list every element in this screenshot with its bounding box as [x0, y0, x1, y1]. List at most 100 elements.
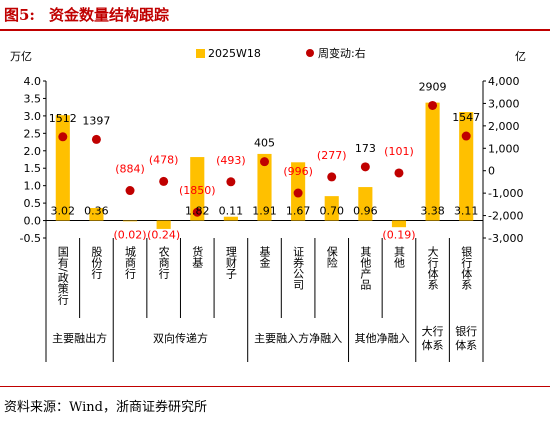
dot-value-label: (478) [149, 153, 179, 166]
figure-number: 图5: [4, 6, 35, 24]
bar [391, 220, 407, 228]
left-tick-label: 1.5 [24, 162, 42, 175]
dot-marker [91, 134, 101, 144]
left-tick-label: -0.5 [20, 232, 41, 245]
category-label: 其他产品 [359, 246, 372, 290]
dot-value-label: 173 [355, 142, 376, 155]
bar-value-label: 3.02 [51, 205, 76, 218]
category-label: 保险 [325, 245, 338, 269]
dot-value-label: (884) [115, 163, 145, 176]
bar-value-label: (0.24) [147, 229, 180, 242]
category-label: 城商行 [124, 246, 137, 280]
dot-marker [360, 162, 370, 172]
right-tick-label: -3,000 [488, 232, 523, 245]
category-label: 银行体系 [460, 245, 473, 290]
group-label: 其他净融入 [355, 331, 410, 345]
dot-value-label: (277) [317, 149, 347, 162]
dot-marker [394, 168, 404, 178]
legend-dot-label: 周变动:右 [318, 46, 366, 60]
bar [257, 153, 272, 221]
bar-value-label: 0.70 [319, 205, 344, 218]
dot-marker [226, 177, 236, 187]
right-axis-unit: 亿 [515, 50, 526, 63]
category-label: 农商行 [157, 245, 170, 280]
left-tick-label: 3.0 [24, 110, 42, 123]
bar-value-label: 0.11 [219, 205, 244, 218]
bar [223, 216, 238, 221]
dot-value-label: 2909 [419, 80, 447, 93]
title-divider [0, 29, 550, 31]
left-tick-label: 4.0 [24, 75, 42, 88]
left-tick-label: 2.0 [24, 145, 42, 158]
dot-series [58, 100, 471, 217]
dot-marker [192, 207, 202, 217]
category-label: 股份行 [90, 246, 103, 280]
legend-bar-swatch [196, 49, 205, 58]
bar-value-label: 1.91 [252, 205, 277, 218]
source-note: 资料来源：Wind，浙商证券研究所 [4, 400, 207, 415]
category-label: 其他 [392, 246, 405, 268]
dot-value-label: 1397 [82, 114, 110, 127]
bar [156, 220, 171, 229]
dot-marker [159, 176, 169, 186]
dot-value-label: (1850) [179, 184, 216, 197]
category-label: 证券公司 [292, 246, 305, 290]
category-label: 理财子 [224, 246, 237, 279]
left-axis-unit: 万亿 [10, 50, 32, 63]
legend-bar-label: 2025W18 [208, 47, 261, 60]
bar [89, 207, 104, 221]
bar [425, 102, 440, 221]
group-label: 大行体系 [422, 324, 444, 352]
left-tick-label: 3.5 [24, 92, 42, 105]
left-tick-label: 0.5 [24, 197, 42, 210]
category-axis: 国有/政策行 股份行 城商行 农商行 货基 理财子 基金 证券公司 保险 其他产品 其他 大行体系 银行… [45, 238, 484, 362]
bar-value-label: (0.02) [113, 229, 146, 242]
dot-marker [461, 131, 471, 141]
axes: -0.5 0.0 0.5 1.0 1.5 2.0 2.5 3.0 3.5 4.0 -3,000 -2,… [20, 75, 524, 245]
right-tick-label: 3,000 [488, 97, 520, 110]
source-divider [0, 386, 550, 387]
bar [122, 220, 138, 222]
dot-value-label: (493) [216, 154, 246, 167]
legend-dot-swatch [306, 49, 314, 57]
bar-value-label: 0.96 [353, 205, 378, 218]
group-label: 主要融出方 [52, 331, 107, 345]
left-tick-label: 0.0 [24, 215, 42, 228]
dot-value-label: (101) [384, 145, 414, 158]
data-labels: 3.02 0.36 (0.02) (0.24) 1.82 0.11 1.91 1.67 0.70… [49, 80, 480, 241]
group-label: 银行体系 [455, 324, 477, 352]
dot-marker [260, 157, 269, 167]
right-tick-label: 0 [488, 165, 495, 178]
dot-value-label: 405 [254, 137, 275, 150]
bar [55, 115, 70, 221]
dot-marker [428, 100, 438, 110]
right-tick-label: 1,000 [488, 142, 520, 155]
dot-marker [327, 172, 337, 182]
bar-value-label: 1.82 [185, 205, 210, 218]
right-tick-label: 2,000 [488, 120, 520, 133]
bar-value-label: 3.11 [454, 205, 479, 218]
category-label: 基金 [258, 246, 271, 268]
bar-value-label: 1.67 [286, 205, 311, 218]
bar-value-label: 3.38 [420, 205, 445, 218]
dot-marker [125, 186, 135, 196]
left-tick-label: 2.5 [24, 127, 42, 140]
dot-value-label: (996) [283, 165, 313, 178]
group-label: 双向传递方 [153, 331, 208, 345]
bar-value-label: (0.19) [382, 229, 415, 242]
figure-title-text: 资金数量结构跟踪 [48, 6, 169, 24]
dot-marker [58, 132, 68, 142]
category-label: 货基 [191, 245, 204, 268]
bar [324, 196, 339, 221]
right-tick-label: -2,000 [488, 210, 523, 223]
bar [190, 157, 205, 221]
category-label: 国有/政策行 [56, 246, 69, 306]
group-label: 主要融入方净融入 [254, 331, 342, 345]
bar [459, 112, 474, 221]
left-tick-label: 1.0 [24, 180, 42, 193]
category-label: 大行体系 [426, 245, 439, 290]
right-tick-label: -1,000 [488, 187, 523, 200]
dot-value-label: 1547 [452, 111, 480, 124]
legend: 2025W18 周变动:右 [196, 46, 366, 60]
